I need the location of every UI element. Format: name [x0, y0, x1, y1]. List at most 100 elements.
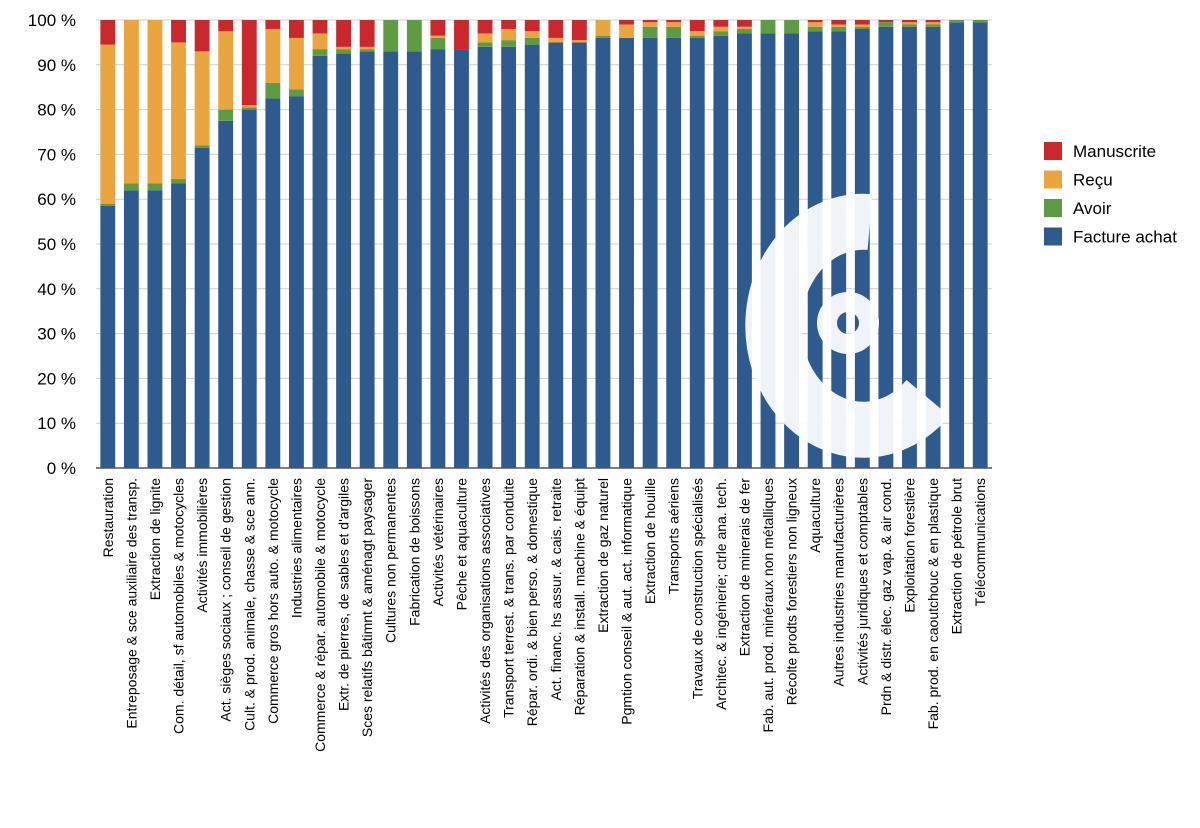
- bar-segment-avoir: [784, 20, 800, 34]
- x-tick-label: Extraction de minerais de fer: [736, 478, 752, 657]
- legend-label: Manuscrite: [1073, 142, 1156, 161]
- bar-segment-avoir: [477, 42, 493, 47]
- bar-segment-re-u: [713, 26, 729, 32]
- x-tick-label: Réparation & install. machine & équipt: [571, 478, 587, 715]
- bar-segment-re-u: [477, 33, 493, 43]
- bar-segment-re-u: [430, 35, 446, 38]
- legend-label: Facture achat: [1073, 228, 1177, 247]
- bar-segment-facture-achat: [477, 46, 493, 468]
- bar-segment-manuscrite: [100, 20, 116, 45]
- bar-segment-avoir: [218, 109, 234, 121]
- bar-segment-re-u: [100, 44, 116, 204]
- bar-segment-manuscrite: [194, 20, 210, 52]
- bar-segment-avoir: [383, 20, 399, 52]
- x-tick-label: Exploitation forestière: [901, 478, 917, 613]
- x-tick-label: Fab. aut. prod. minéraux non métalliques: [760, 478, 776, 732]
- bar-segment-facture-achat: [501, 46, 517, 468]
- bar-segment-facture-achat: [100, 205, 116, 469]
- bar-segment-facture-achat: [666, 37, 682, 469]
- bar-segment-avoir: [406, 20, 422, 52]
- bar-segment-avoir: [336, 49, 352, 54]
- bar-segment-facture-achat: [454, 49, 469, 469]
- bar-segment-facture-achat: [642, 37, 658, 469]
- bar-segment-facture-achat: [265, 98, 281, 469]
- bar-segment-re-u: [902, 22, 917, 25]
- x-tick-label: Activités juridiques et comptables: [854, 478, 870, 685]
- bar-segment-facture-achat: [336, 53, 352, 468]
- x-tick-label: Restauration: [100, 478, 116, 557]
- bar-segment-facture-achat: [123, 190, 139, 469]
- y-tick-label: 10 %: [37, 414, 76, 433]
- x-tick-label: Entreposage & sce auxiliaire des transp.: [123, 478, 139, 729]
- x-tick-label: Extraction de gaz naturel: [595, 478, 611, 633]
- legend-item: Reçu: [1044, 170, 1113, 190]
- bar-segment-re-u: [265, 28, 281, 83]
- bar-segment-avoir: [595, 35, 611, 38]
- bar-segment-avoir: [713, 31, 729, 36]
- bar-segment-facture-achat: [218, 120, 234, 469]
- bar-segment-manuscrite: [666, 20, 682, 23]
- x-tick-label: Fab. prod. en caoutchouc & en plastique: [925, 478, 941, 730]
- x-tick-label: Extr. de pierres, de sables et d'argiles: [336, 478, 352, 711]
- bar-segment-manuscrite: [288, 20, 304, 38]
- bar-segment-manuscrite: [619, 20, 634, 25]
- bar-segment-manuscrite: [902, 20, 917, 23]
- bar-segment-facture-achat: [359, 51, 375, 469]
- bar-segment-facture-achat: [171, 183, 186, 468]
- bar-segment-facture-achat: [925, 26, 941, 468]
- bar-segment-manuscrite: [218, 20, 234, 32]
- bar-segment-avoir: [194, 145, 210, 148]
- x-tick-label: Act. sièges sociaux ; conseil de gestion: [218, 478, 234, 722]
- bar-segment-avoir: [288, 89, 304, 97]
- bar-segment-avoir: [831, 26, 847, 32]
- bar-segment-re-u: [218, 31, 234, 110]
- x-tick-label: Télécommunications: [972, 478, 988, 606]
- bar-segment-avoir: [854, 26, 870, 29]
- bar-segment-manuscrite: [477, 20, 493, 34]
- legend-swatch: [1044, 199, 1062, 217]
- bar-segment-avoir: [100, 203, 116, 206]
- bar-segment-avoir: [312, 49, 328, 56]
- watermark-inner-ring: [817, 292, 879, 354]
- bar-segment-re-u: [524, 31, 540, 38]
- bar-segment-avoir: [123, 183, 139, 191]
- bar-segment-manuscrite: [878, 20, 894, 23]
- legend-swatch: [1044, 142, 1062, 160]
- bar-segment-facture-achat: [878, 26, 894, 468]
- y-tick-label: 0 %: [47, 459, 76, 478]
- bar-segment-facture-achat: [383, 51, 399, 469]
- y-tick-label: 60 %: [37, 190, 76, 209]
- legend-swatch: [1044, 227, 1062, 246]
- bar-segment-facture-achat: [288, 96, 304, 468]
- bar-segment-facture-achat: [571, 42, 587, 469]
- x-tick-label: Sces relatifs bâtimnt & aménagt paysager: [359, 478, 375, 737]
- y-tick-label: 70 %: [37, 145, 76, 164]
- bar-segment-re-u: [241, 105, 257, 108]
- x-tick-label: Pêche et aquaculture: [453, 478, 469, 611]
- bar-segment-avoir: [147, 183, 163, 191]
- bar-segment-avoir: [241, 107, 257, 110]
- bar-segment-manuscrite: [171, 20, 186, 43]
- bar-segment-manuscrite: [854, 20, 870, 25]
- bar-segment-manuscrite: [454, 20, 469, 50]
- watermark-outer-arc: [745, 193, 950, 458]
- x-tick-label: Travaux de construction spécialisés: [689, 478, 705, 699]
- bar-segment-facture-achat: [312, 55, 328, 469]
- bar-segment-facture-achat: [241, 109, 257, 468]
- bar-segment-avoir: [949, 20, 965, 23]
- bar-segment-re-u: [736, 26, 752, 29]
- y-tick-label: 30 %: [37, 325, 76, 344]
- bar-segment-manuscrite: [548, 20, 564, 38]
- y-tick-label: 20 %: [37, 369, 76, 388]
- x-tick-label: Activités vétérinaires: [430, 478, 446, 606]
- bar-segment-facture-achat: [972, 22, 988, 469]
- bar-segment-facture-achat: [949, 22, 965, 469]
- bar-segment-re-u: [336, 46, 352, 50]
- x-tick-label: Récolte prodts forestiers non ligneux: [784, 478, 800, 705]
- bar-segment-manuscrite: [713, 20, 729, 27]
- bar-segment-manuscrite: [524, 20, 540, 32]
- x-tick-label: Autres industries manufacturières: [831, 478, 847, 687]
- x-tick-label: Activités immobilières: [194, 478, 210, 613]
- x-tick-label: Extraction de lignite: [147, 478, 163, 600]
